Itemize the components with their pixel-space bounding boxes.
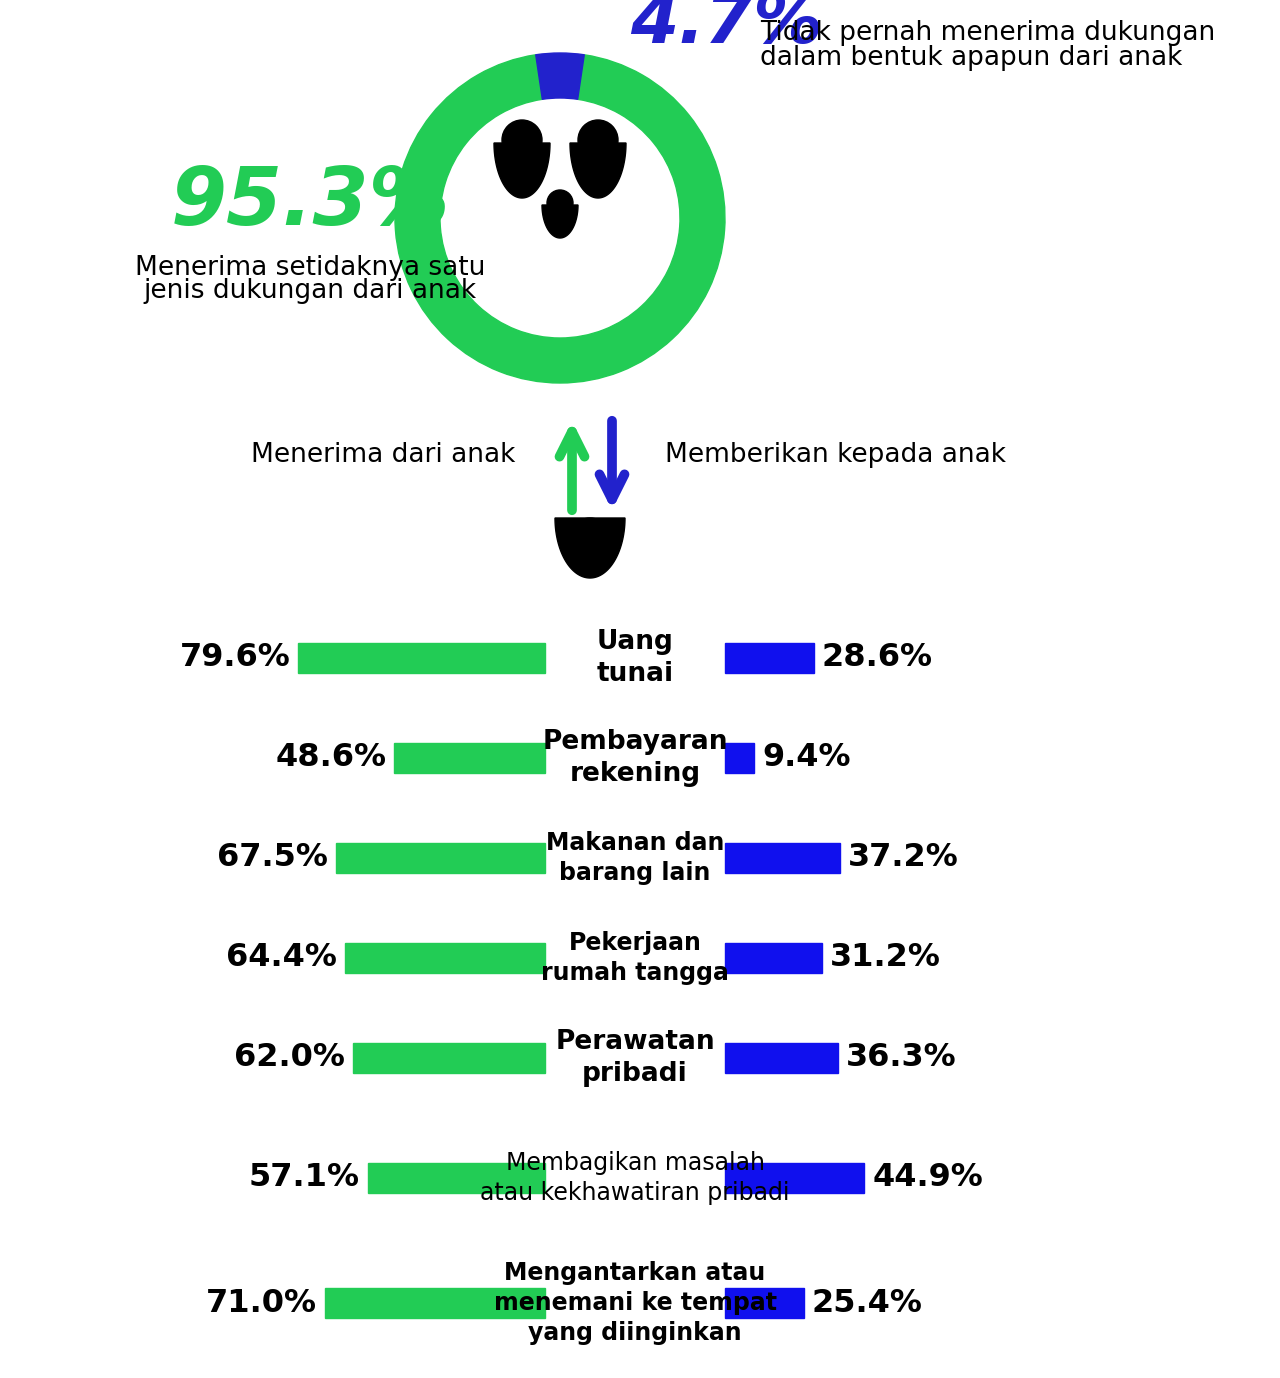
Text: 48.6%: 48.6% [275, 743, 387, 773]
Polygon shape [570, 143, 626, 198]
Text: dalam bentuk apapun dari anak: dalam bentuk apapun dari anak [760, 45, 1183, 72]
Bar [724, 1163, 864, 1193]
Bar [724, 843, 841, 874]
Wedge shape [396, 55, 724, 383]
Circle shape [579, 120, 618, 160]
Text: Uang
tunai: Uang tunai [596, 628, 673, 688]
Bar [353, 1043, 545, 1073]
Bar [724, 644, 814, 672]
Circle shape [547, 190, 573, 216]
Bar [346, 943, 545, 973]
Bar [335, 843, 545, 874]
Text: 25.4%: 25.4% [812, 1287, 923, 1319]
Text: Menerima dari anak: Menerima dari anak [251, 442, 515, 469]
Text: Membagikan masalah
atau kekhawatiran pribadi: Membagikan masalah atau kekhawatiran pri… [480, 1151, 790, 1204]
Bar [367, 1163, 545, 1193]
Text: 67.5%: 67.5% [216, 842, 328, 874]
Wedge shape [536, 52, 584, 99]
Bar [325, 1288, 545, 1317]
Bar [724, 743, 754, 773]
Text: jenis dukungan dari anak: jenis dukungan dari anak [143, 278, 476, 305]
Text: Mengantarkan atau
menemani ke tempat
yang diinginkan: Mengantarkan atau menemani ke tempat yan… [494, 1261, 777, 1345]
Text: Makanan dan
barang lain: Makanan dan barang lain [545, 831, 724, 885]
Circle shape [502, 120, 541, 160]
Bar [394, 743, 545, 773]
Polygon shape [494, 143, 550, 198]
Text: 28.6%: 28.6% [822, 642, 933, 674]
Text: Tidak pernah menerima dukungan: Tidak pernah menerima dukungan [760, 21, 1215, 45]
Bar [298, 644, 545, 672]
Text: Memberikan kepada anak: Memberikan kepada anak [666, 442, 1006, 469]
Bar [724, 1043, 837, 1073]
Text: 62.0%: 62.0% [234, 1043, 344, 1073]
Text: 9.4%: 9.4% [762, 743, 851, 773]
Text: 79.6%: 79.6% [179, 642, 291, 674]
Circle shape [568, 518, 612, 562]
Text: 71.0%: 71.0% [206, 1287, 317, 1319]
Text: 36.3%: 36.3% [846, 1043, 956, 1073]
Polygon shape [556, 518, 625, 577]
Text: 31.2%: 31.2% [829, 943, 941, 973]
Text: Pekerjaan
rumah tangga: Pekerjaan rumah tangga [541, 932, 728, 985]
Text: 95.3%: 95.3% [170, 164, 449, 243]
Bar [724, 1288, 804, 1317]
Text: 44.9%: 44.9% [872, 1163, 983, 1193]
Polygon shape [541, 205, 579, 238]
Text: Menerima setidaknya satu: Menerima setidaknya satu [134, 255, 485, 281]
Text: Pembayaran
rekening: Pembayaran rekening [543, 729, 728, 787]
Text: 4.7%: 4.7% [630, 0, 823, 56]
Bar [724, 943, 822, 973]
Text: 37.2%: 37.2% [849, 842, 959, 874]
Text: 57.1%: 57.1% [250, 1163, 360, 1193]
Text: 64.4%: 64.4% [227, 943, 338, 973]
Text: Perawatan
pribadi: Perawatan pribadi [556, 1029, 714, 1087]
